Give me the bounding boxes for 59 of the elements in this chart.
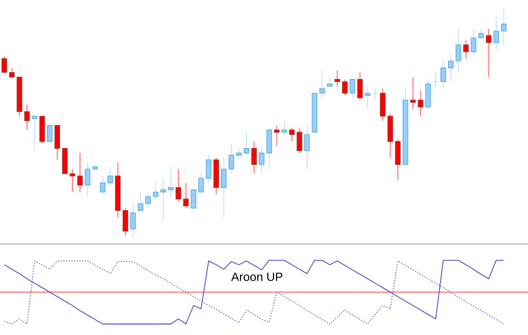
candlestick	[2, 56, 8, 73]
candlestick	[395, 138, 401, 182]
candlestick	[456, 28, 462, 73]
candlestick	[410, 76, 416, 110]
candlestick	[364, 86, 370, 110]
candlestick	[176, 168, 182, 202]
candlestick	[282, 120, 288, 138]
candlestick	[440, 58, 446, 90]
candlestick	[501, 8, 507, 46]
series-label: Aroon UP	[231, 272, 282, 282]
candlestick	[296, 127, 302, 154]
candlestick	[244, 132, 250, 156]
candlestick	[448, 54, 454, 82]
candlestick	[190, 189, 196, 209]
candlestick	[107, 166, 114, 186]
candlestick	[251, 140, 257, 174]
candlestick	[221, 157, 227, 218]
candlestick	[77, 152, 83, 193]
candlestick	[470, 28, 476, 55]
candlestick	[122, 208, 128, 236]
candlestick	[326, 76, 332, 87]
candlestick	[274, 124, 280, 147]
candlestick	[463, 40, 469, 60]
candlestick	[183, 182, 189, 209]
candlestick	[160, 178, 166, 220]
candlestick	[372, 88, 378, 101]
candlestick	[9, 67, 15, 78]
candlestick	[236, 148, 242, 160]
candlestick	[478, 28, 484, 38]
candlestick	[54, 124, 60, 160]
candlestick	[418, 90, 424, 117]
candlestick	[289, 127, 295, 142]
candlestick	[350, 78, 356, 98]
candlestick	[342, 78, 348, 96]
candlestick	[24, 104, 30, 130]
candlestick	[206, 154, 212, 184]
candlestick	[100, 175, 106, 195]
candlestick	[493, 14, 499, 50]
candlestick	[145, 192, 151, 209]
candlestick	[46, 125, 52, 142]
candlestick	[138, 192, 144, 211]
candlestick	[380, 88, 386, 122]
candlestick	[432, 72, 438, 90]
candlestick	[486, 28, 492, 78]
candlestick	[130, 203, 136, 239]
candlestick	[357, 72, 363, 101]
candlestick	[228, 143, 234, 174]
candlestick	[304, 124, 310, 170]
candlestick	[334, 70, 340, 87]
candlestick	[319, 70, 325, 101]
candlestick	[198, 173, 204, 193]
candlestick	[425, 78, 431, 110]
candlestick	[32, 116, 38, 152]
candlestick	[168, 166, 174, 198]
candlestick	[84, 162, 90, 198]
candlestick	[152, 180, 158, 200]
candlestick	[266, 127, 272, 170]
candlestick	[70, 168, 76, 193]
candlestick	[258, 146, 264, 174]
